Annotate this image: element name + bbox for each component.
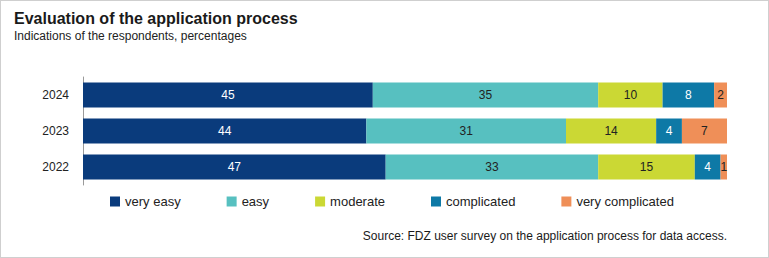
svg-text:2: 2 (717, 88, 724, 102)
svg-text:7: 7 (701, 124, 708, 138)
svg-text:2022: 2022 (42, 160, 69, 174)
svg-text:very complicated: very complicated (576, 194, 674, 209)
svg-text:4: 4 (704, 160, 711, 174)
svg-text:14: 14 (604, 124, 618, 138)
svg-text:Source: FDZ user survey on the: Source: FDZ user survey on the applicati… (363, 229, 727, 243)
svg-text:33: 33 (485, 160, 499, 174)
svg-text:complicated: complicated (446, 194, 515, 209)
svg-text:15: 15 (640, 160, 654, 174)
svg-text:very easy: very easy (125, 194, 181, 209)
svg-text:Evaluation of the application: Evaluation of the application process (14, 10, 298, 27)
svg-text:47: 47 (228, 160, 242, 174)
svg-text:31: 31 (460, 124, 474, 138)
svg-text:moderate: moderate (330, 194, 385, 209)
svg-text:45: 45 (221, 88, 235, 102)
svg-text:2024: 2024 (42, 88, 69, 102)
svg-text:4: 4 (666, 124, 673, 138)
svg-text:Indications of the respondents: Indications of the respondents, percenta… (14, 29, 247, 43)
svg-text:44: 44 (218, 124, 232, 138)
svg-text:35: 35 (479, 88, 493, 102)
svg-text:2023: 2023 (42, 124, 69, 138)
svg-text:easy: easy (242, 194, 270, 209)
svg-text:10: 10 (624, 88, 638, 102)
svg-text:1: 1 (720, 160, 727, 174)
svg-text:8: 8 (685, 88, 692, 102)
